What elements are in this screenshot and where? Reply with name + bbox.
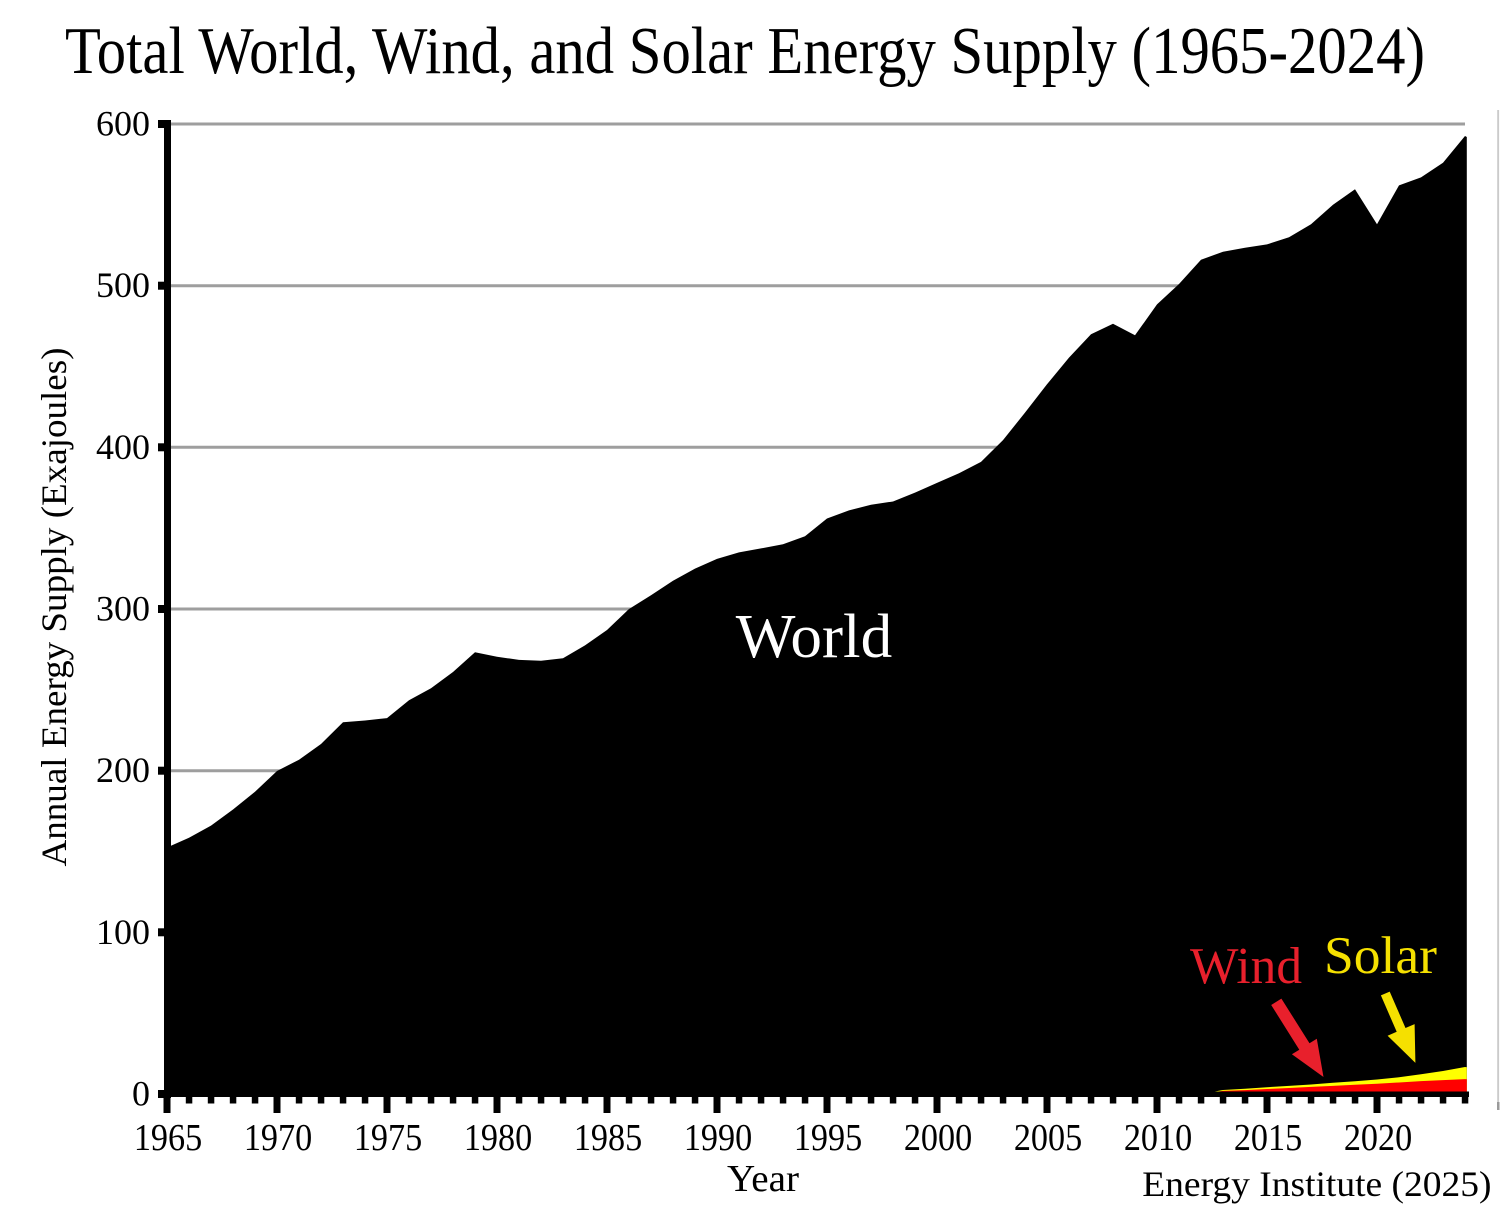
- svg-text:2020: 2020: [1344, 1116, 1412, 1158]
- svg-text:200: 200: [96, 750, 150, 790]
- svg-text:World: World: [736, 603, 892, 671]
- svg-text:1980: 1980: [464, 1116, 532, 1158]
- svg-text:2005: 2005: [1014, 1116, 1082, 1158]
- svg-text:2015: 2015: [1234, 1116, 1302, 1158]
- svg-text:400: 400: [96, 427, 150, 467]
- svg-text:1970: 1970: [244, 1116, 312, 1158]
- svg-text:500: 500: [96, 265, 150, 305]
- svg-text:600: 600: [96, 104, 150, 144]
- svg-text:2010: 2010: [1124, 1116, 1192, 1158]
- svg-text:100: 100: [96, 912, 150, 952]
- svg-text:Annual Energy Supply (Exajoule: Annual Energy Supply (Exajoules): [34, 348, 74, 867]
- svg-text:1985: 1985: [574, 1116, 642, 1158]
- svg-text:Wind: Wind: [1190, 938, 1302, 995]
- svg-text:Solar: Solar: [1324, 927, 1437, 985]
- svg-text:Total World, Wind, and Solar E: Total World, Wind, and Solar Energy Supp…: [65, 14, 1425, 88]
- svg-text:Energy Institute (2025): Energy Institute (2025): [1142, 1164, 1491, 1204]
- svg-text:1995: 1995: [794, 1116, 862, 1158]
- svg-text:Year: Year: [727, 1158, 799, 1200]
- svg-text:300: 300: [96, 589, 150, 629]
- svg-text:1975: 1975: [354, 1116, 422, 1158]
- svg-text:1990: 1990: [684, 1116, 752, 1158]
- svg-text:0: 0: [132, 1074, 150, 1114]
- svg-text:2000: 2000: [904, 1116, 972, 1158]
- svg-text:1965: 1965: [134, 1116, 202, 1158]
